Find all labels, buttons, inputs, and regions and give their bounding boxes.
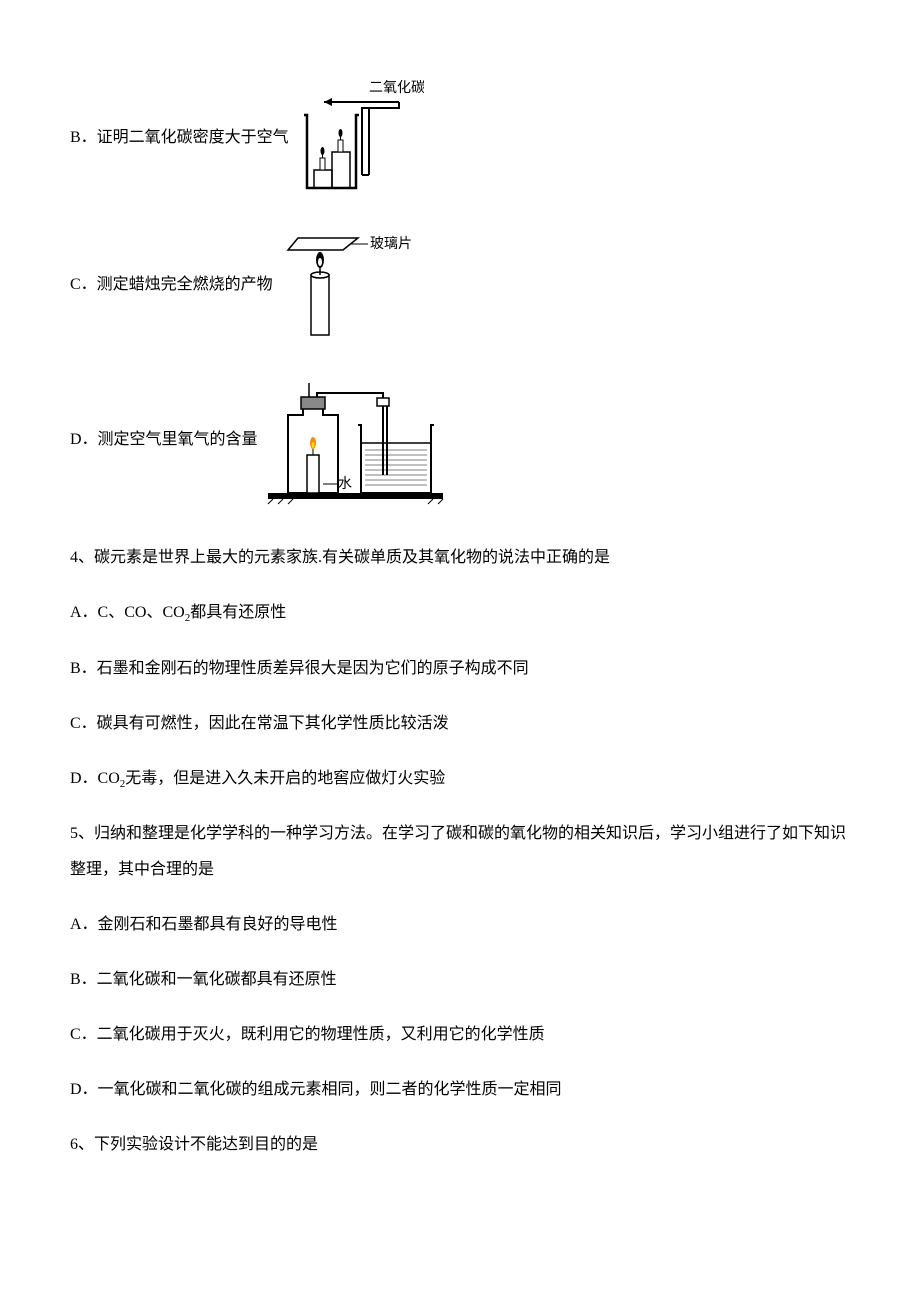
q5-d: D．一氧化碳和二氧化碳的组成元素相同，则二者的化学性质一定相同 — [70, 1072, 850, 1107]
q4-b: B．石墨和金刚石的物理性质差异很大是因为它们的原子构成不同 — [70, 651, 850, 686]
q5-c: C．二氧化碳用于灭火，既利用它的物理性质，又利用它的化学性质 — [70, 1017, 850, 1052]
q3-option-d: D．测定空气里氧气的含量 — [70, 375, 850, 505]
q3-d-diagram: 水 — [263, 375, 448, 505]
q5-stem: 5、归纳和整理是化学学科的一种学习方法。在学习了碳和碳的氧化物的相关知识后，学习… — [70, 816, 850, 886]
q4-a: A．C、CO、CO2都具有还原性 — [70, 595, 850, 630]
q3-option-b: B．证明二氧化碳密度大于空气 二氧化碳 — [70, 80, 850, 195]
q4-c: C．碳具有可燃性，因此在常温下其化学性质比较活泼 — [70, 706, 850, 741]
q4-d: D．CO2无毒，但是进入久未开启的地窖应做灯火实验 — [70, 761, 850, 796]
co2-arrow-label: 二氧化碳 — [369, 80, 424, 96]
q3-option-c: C．测定蜡烛完全燃烧的产物 玻璃片 — [70, 230, 850, 340]
q3-c-diagram: 玻璃片 — [278, 230, 428, 340]
q5-b: B．二氧化碳和一氧化碳都具有还原性 — [70, 962, 850, 997]
q6-stem: 6、下列实验设计不能达到目的的是 — [70, 1127, 850, 1162]
q4-stem: 4、碳元素是世界上最大的元素家族.有关碳单质及其氧化物的说法中正确的是 — [70, 540, 850, 575]
glass-plate-label: 玻璃片 — [370, 235, 412, 252]
q3-c-label: C．测定蜡烛完全燃烧的产物 — [70, 272, 273, 298]
water-label: 水 — [338, 476, 352, 492]
q3-d-label: D．测定空气里氧气的含量 — [70, 427, 258, 453]
q3-b-diagram: 二氧化碳 — [294, 80, 424, 195]
q5-a: A．金刚石和石墨都具有良好的导电性 — [70, 907, 850, 942]
q3-b-label: B．证明二氧化碳密度大于空气 — [70, 125, 289, 151]
